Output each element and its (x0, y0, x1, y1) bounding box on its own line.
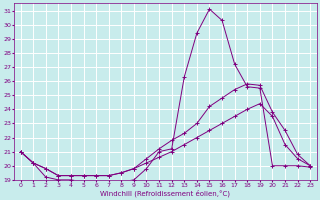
X-axis label: Windchill (Refroidissement éolien,°C): Windchill (Refroidissement éolien,°C) (100, 189, 230, 197)
